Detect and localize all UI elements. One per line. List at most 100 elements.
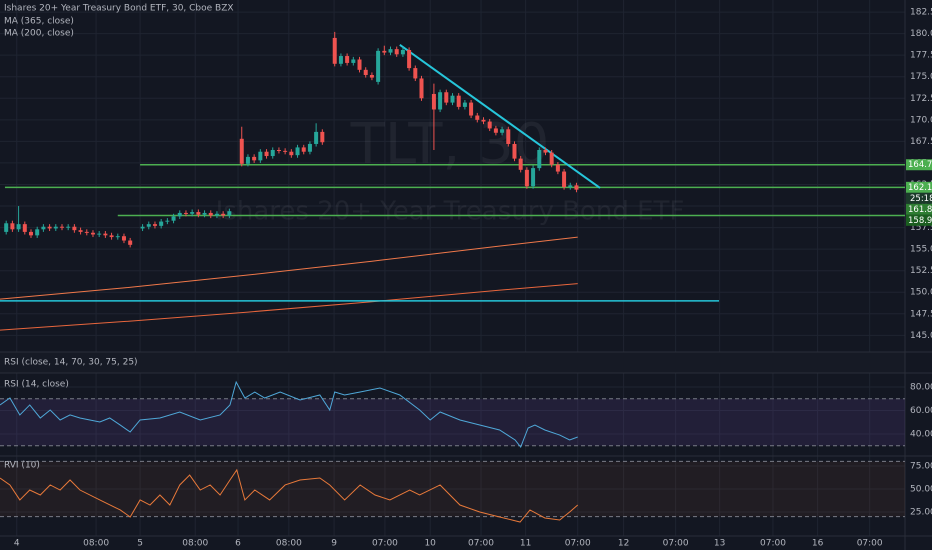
candle-body (307, 143, 312, 152)
candle-body (227, 211, 232, 216)
moving-average (0, 283, 578, 331)
y-tick-label: 147.50 (910, 309, 932, 319)
price-label: 158.90 (908, 216, 932, 226)
candle-body (35, 229, 40, 236)
candle-body (400, 50, 405, 55)
candle-body (252, 156, 257, 161)
candle-body (394, 49, 399, 55)
price-label: 164.79 (908, 160, 932, 170)
candle-body (524, 169, 529, 187)
y-tick-label: 175.00 (910, 72, 932, 82)
candle-body (264, 151, 269, 157)
y-tick-label: 50.00 (910, 485, 932, 495)
x-tick-label: 9 (331, 539, 337, 549)
countdown-box (906, 192, 932, 204)
candle-body (438, 92, 443, 110)
candle-body (549, 152, 554, 165)
candle-body (59, 226, 64, 228)
candle-body (431, 93, 436, 110)
y-tick-label: 75.00 (910, 462, 932, 472)
candle-body (90, 232, 95, 235)
candle-body (109, 235, 114, 238)
candle-body (493, 128, 498, 133)
candle-body (121, 236, 126, 241)
x-tick-label: 16 (812, 539, 824, 549)
candle-body (487, 121, 492, 129)
candle-body (183, 212, 188, 214)
y-tick-label: 80.00 (910, 382, 932, 392)
x-tick-label: 07:00 (760, 539, 786, 549)
pane-title: RSI (14, close) (4, 380, 69, 390)
candle-body (22, 224, 27, 232)
candle-body (301, 147, 306, 152)
indicator-line (0, 380, 578, 449)
candle-body (376, 50, 381, 82)
candle-body (152, 224, 157, 226)
candle-body (270, 150, 275, 157)
candle-body (177, 212, 182, 217)
candle-body (555, 164, 560, 172)
candle-body (450, 95, 455, 103)
candle-body (562, 171, 567, 188)
candle-body (239, 138, 244, 164)
indicator-line (0, 468, 579, 523)
price-label-box (906, 181, 932, 193)
candle-body (351, 59, 356, 63)
x-tick-label: 6 (235, 539, 241, 549)
y-tick-label: 40.00 (910, 429, 932, 439)
legend-entry: MA (365, close) (4, 17, 74, 27)
candle-body (531, 168, 536, 187)
candle-body (475, 115, 480, 120)
candle-body (295, 147, 300, 156)
candle-body (214, 213, 219, 216)
countdown: 25:18 (910, 194, 932, 204)
candle-body (462, 102, 467, 107)
candle-body (382, 50, 387, 53)
candle-body (103, 233, 108, 236)
candle-body (84, 231, 89, 233)
candle-body (512, 143, 517, 159)
y-tick-label: 182.50 (910, 8, 932, 18)
candle-body (140, 226, 145, 229)
legend-entry: MA (200, close) (4, 29, 74, 39)
candle-body (78, 230, 83, 232)
candle-body (500, 129, 505, 133)
price-label-box (906, 214, 932, 226)
candle-body (574, 185, 579, 190)
candle-body (543, 150, 548, 153)
candle-body (363, 69, 368, 75)
candle-body (16, 224, 21, 230)
overlay-indicator-label: RSI (close, 14, 70, 30, 75, 25) (4, 358, 138, 368)
candle-body (10, 223, 15, 230)
candle-body (332, 37, 337, 64)
x-tick-label: 5 (137, 539, 143, 549)
y-tick-label: 150.00 (910, 288, 932, 298)
x-tick-label: 10 (424, 539, 436, 549)
candle-body (345, 56, 350, 63)
candle-body (41, 226, 46, 230)
candle-body (208, 212, 213, 216)
candle-body (4, 223, 9, 232)
candle-body (320, 131, 325, 143)
candle-body (276, 150, 281, 151)
candle-body (338, 56, 343, 64)
overlay-pane (0, 352, 905, 373)
x-tick-label: 07:00 (468, 539, 494, 549)
chart-title: Ishares 20+ Year Treasury Bond ETF, 30, … (4, 4, 234, 14)
x-tick-label: 08:00 (276, 539, 302, 549)
labels: Ishares 20+ Year Treasury Bond ETF, 30, … (4, 4, 932, 549)
candle-body (289, 151, 294, 156)
candle-body (202, 212, 207, 215)
candle-body (190, 212, 195, 214)
candle-body (314, 131, 319, 144)
price-label-box (906, 203, 932, 215)
candle-body (245, 156, 250, 164)
x-tick-label: 08:00 (182, 539, 208, 549)
y-tick-label: 60.00 (910, 406, 932, 416)
pane-title: RVI (10) (4, 461, 40, 471)
x-tick-label: 08:00 (83, 539, 109, 549)
x-tick-label: 13 (714, 539, 725, 549)
candle-body (369, 75, 374, 78)
